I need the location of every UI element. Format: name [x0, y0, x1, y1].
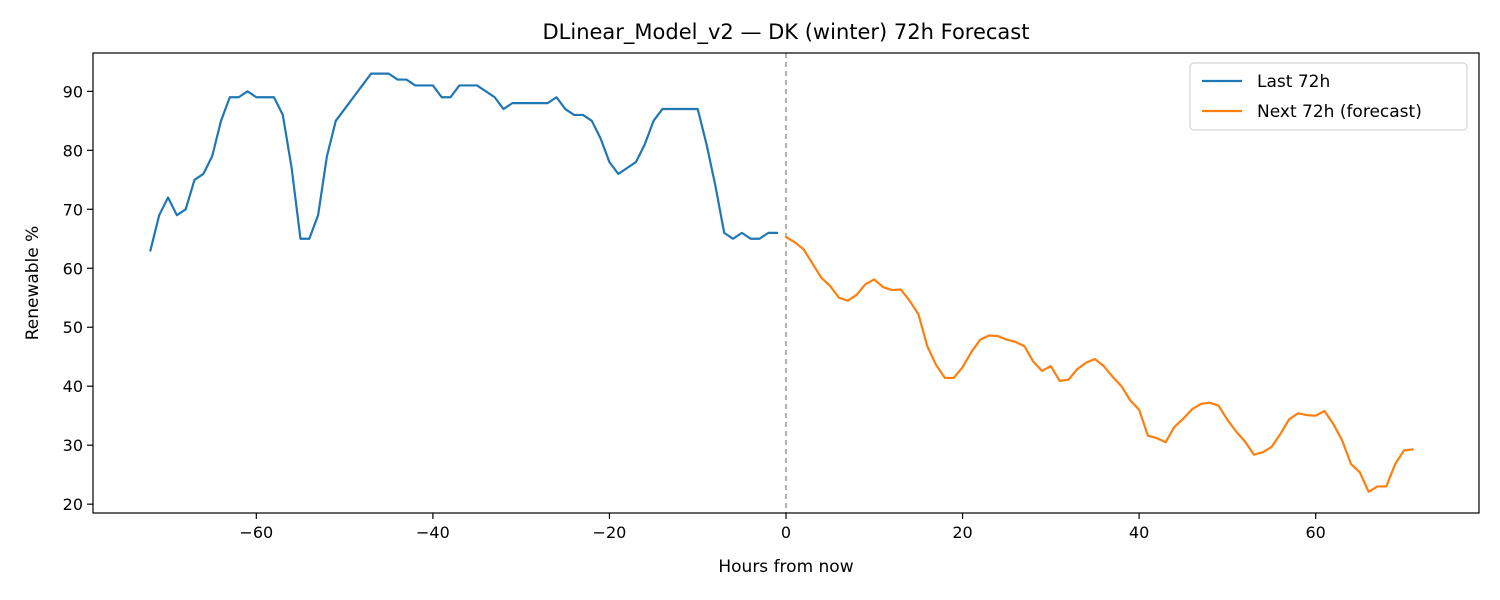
y-tick-label: 30	[63, 436, 83, 455]
legend-box	[1189, 62, 1468, 131]
x-tick-label: −20	[593, 523, 627, 542]
x-tick-label: 20	[952, 523, 972, 542]
y-tick-label: 80	[63, 141, 83, 160]
chart-title: DLinear_Model_v2 — DK (winter) 72h Forec…	[543, 20, 1030, 45]
y-tick-label: 70	[63, 200, 83, 219]
legend-label-last-72h: Last 72h	[1257, 72, 1330, 92]
series-line-1	[784, 235, 1414, 493]
series-line-0	[149, 72, 779, 252]
x-axis-label: Hours from now	[718, 557, 853, 577]
plot-area: −60 −40 −20 0 20 40 60 20 30 40 50 60 70 80 90	[63, 52, 1480, 542]
y-tick-label: 90	[63, 82, 83, 101]
y-axis-label: Renewable %	[23, 226, 43, 341]
x-tick-label: 0	[781, 523, 791, 542]
y-tick-label: 20	[63, 495, 83, 514]
y-tick-label: 50	[63, 318, 83, 337]
x-tick-label: 40	[1129, 523, 1149, 542]
y-tick-label: 40	[63, 377, 83, 396]
y-tick-label: 60	[63, 259, 83, 278]
legend: Last 72h Next 72h (forecast)	[1189, 62, 1468, 131]
x-tick-label: −60	[239, 523, 273, 542]
legend-label-forecast: Next 72h (forecast)	[1257, 102, 1422, 122]
x-tick-label: 60	[1306, 523, 1326, 542]
x-tick-label: −40	[416, 523, 450, 542]
